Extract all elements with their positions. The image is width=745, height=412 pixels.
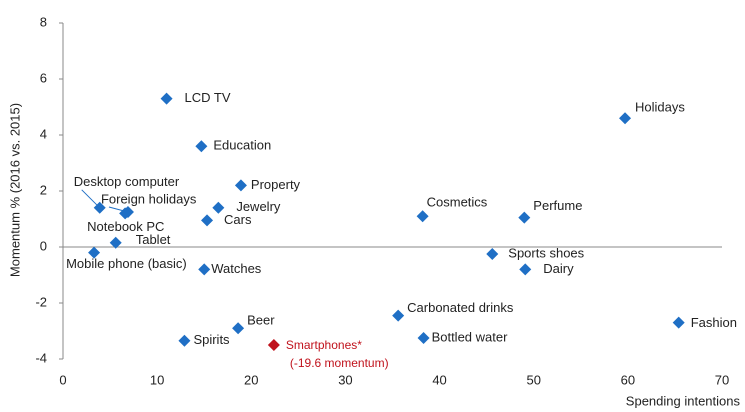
point bbox=[267, 339, 280, 351]
point-label: Mobile phone (basic) bbox=[66, 256, 187, 271]
point-label: Sports shoes bbox=[508, 245, 584, 260]
point bbox=[212, 201, 225, 214]
x-tick-label: 60 bbox=[621, 372, 635, 387]
point-label: Notebook PC bbox=[87, 219, 164, 234]
point bbox=[195, 140, 208, 153]
point bbox=[88, 246, 101, 259]
point-label: Bottled water bbox=[432, 329, 509, 344]
point-label: Cosmetics bbox=[427, 195, 488, 210]
point-label: Carbonated drinks bbox=[407, 300, 514, 315]
point bbox=[198, 263, 211, 276]
point-label: Dairy bbox=[543, 261, 574, 276]
x-tick-label: 40 bbox=[432, 372, 446, 387]
y-tick-label: 4 bbox=[40, 126, 47, 141]
point-label: Jewelry bbox=[236, 199, 281, 214]
point-label: Spirits bbox=[193, 332, 230, 347]
point-label: Cars bbox=[224, 212, 252, 227]
point bbox=[232, 322, 245, 335]
point bbox=[119, 207, 132, 220]
x-tick-label: 10 bbox=[150, 372, 164, 387]
x-axis-label: Spending intentions bbox=[626, 393, 741, 408]
annotation: (-19.6 momentum) bbox=[290, 356, 389, 370]
point bbox=[416, 210, 429, 223]
y-tick-label: 8 bbox=[40, 14, 47, 29]
point bbox=[486, 248, 499, 260]
point bbox=[518, 211, 531, 224]
y-tick-label: 6 bbox=[40, 70, 47, 85]
point bbox=[178, 334, 191, 347]
point bbox=[234, 179, 247, 192]
y-tick-label: 0 bbox=[40, 238, 47, 253]
x-tick-label: 70 bbox=[715, 372, 729, 387]
point bbox=[417, 332, 430, 344]
point bbox=[672, 316, 685, 329]
y-tick-label: -4 bbox=[35, 350, 47, 365]
point-label: Tablet bbox=[136, 232, 171, 247]
y-tick-label: -2 bbox=[35, 294, 47, 309]
point-label: Foreign holidays bbox=[101, 191, 197, 206]
x-tick-label: 20 bbox=[244, 372, 258, 387]
x-tick-label: 30 bbox=[338, 372, 352, 387]
point-label: Watches bbox=[211, 261, 262, 276]
point bbox=[519, 263, 532, 276]
point bbox=[109, 236, 122, 249]
point-label: Beer bbox=[247, 313, 275, 328]
point bbox=[201, 214, 214, 227]
y-tick-label: 2 bbox=[40, 182, 47, 197]
point-label: Smartphones* bbox=[286, 338, 362, 352]
x-tick-label: 50 bbox=[526, 372, 540, 387]
point bbox=[160, 92, 173, 105]
y-axis-label: Momentum % (2016 vs. 2015) bbox=[7, 103, 22, 277]
point bbox=[619, 112, 632, 125]
x-tick-label: 0 bbox=[59, 372, 66, 387]
point bbox=[392, 309, 405, 322]
point-label: Property bbox=[251, 177, 301, 192]
point-label: Holidays bbox=[635, 100, 685, 115]
point-label: Perfume bbox=[533, 198, 582, 213]
point-label: Fashion bbox=[691, 315, 737, 330]
point bbox=[93, 201, 106, 214]
point-label: LCD TV bbox=[185, 90, 231, 105]
point-label: Education bbox=[213, 138, 271, 153]
point-label: Desktop computer bbox=[74, 174, 180, 189]
